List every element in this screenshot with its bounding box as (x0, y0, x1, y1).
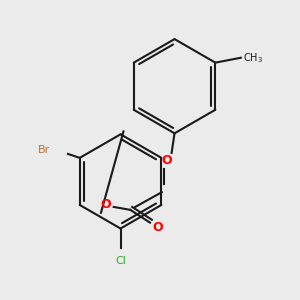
Text: O: O (152, 221, 163, 234)
Text: O: O (100, 199, 111, 212)
Text: Cl: Cl (115, 256, 126, 266)
Text: O: O (161, 154, 172, 167)
Text: CH$_3$: CH$_3$ (243, 51, 263, 64)
Text: Br: Br (38, 145, 50, 155)
